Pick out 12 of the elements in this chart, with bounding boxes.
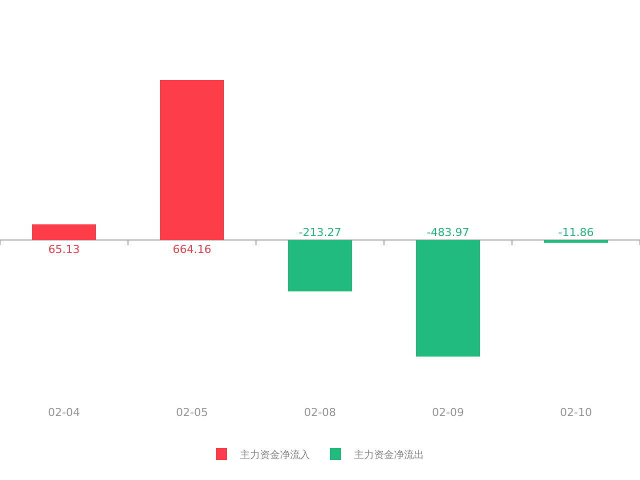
x-tick-label: 02-05 <box>176 406 208 419</box>
legend-label: 主力资金净流出 <box>354 449 424 461</box>
data-label: -483.97 <box>426 226 470 239</box>
data-label: 664.16 <box>172 243 212 256</box>
data-label: -213.27 <box>298 226 342 239</box>
legend-label: 主力资金净流入 <box>240 449 310 461</box>
data-label: -11.86 <box>558 226 594 239</box>
x-tick-label: 02-04 <box>48 406 80 419</box>
x-tick-label: 02-08 <box>304 406 336 419</box>
x-tick-label: 02-09 <box>432 406 464 419</box>
x-tick-label: 02-10 <box>560 406 592 419</box>
data-label: 65.13 <box>48 243 80 256</box>
